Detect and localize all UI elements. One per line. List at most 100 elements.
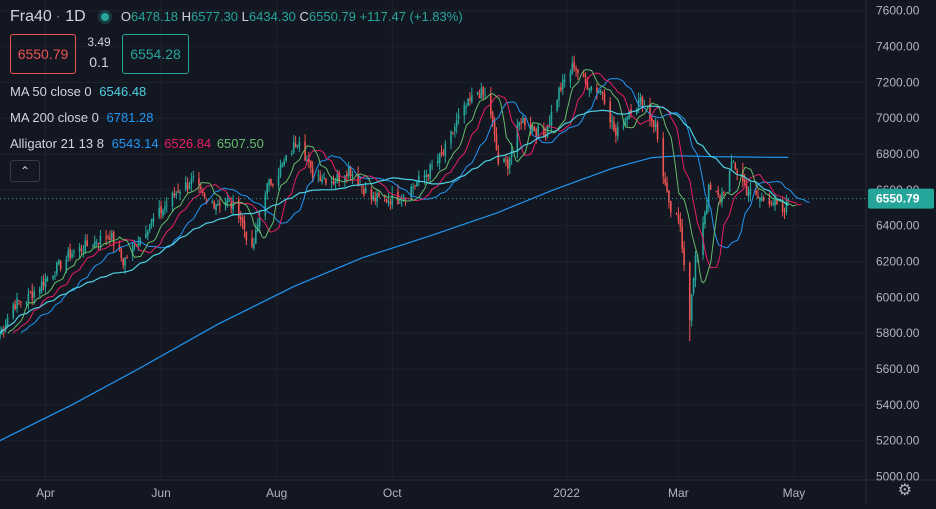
- candle-body: [107, 236, 109, 238]
- candle-body: [431, 165, 433, 167]
- symbol-legend[interactable]: Fra40 · 1D O6478.18 H6577.30 L6434.30 C6…: [10, 8, 463, 25]
- candle-body: [571, 63, 574, 74]
- candle-body: [548, 123, 551, 125]
- y-tick-label: 5200.00: [876, 434, 920, 448]
- ma200-layer: [0, 155, 789, 442]
- candle-body: [683, 248, 685, 266]
- candle-body: [662, 138, 665, 177]
- candle-body: [626, 116, 629, 120]
- candle-body: [507, 159, 509, 169]
- candle-body: [4, 324, 7, 329]
- candle-body: [31, 291, 34, 299]
- candle-body: [308, 158, 310, 162]
- candle-body: [211, 202, 214, 204]
- candle-body: [457, 114, 460, 119]
- symbol-name[interactable]: Fra40: [10, 8, 52, 25]
- candle-body: [476, 92, 479, 94]
- candle-body: [416, 182, 418, 186]
- candle-body: [291, 152, 293, 154]
- candle-body: [643, 103, 646, 105]
- candle-body: [520, 122, 522, 124]
- candle-body: [666, 182, 668, 192]
- candle-body: [347, 166, 350, 177]
- candle-body: [783, 210, 786, 212]
- ma200-legend[interactable]: MA 200 close 0 6781.28: [10, 110, 154, 125]
- candle-body: [84, 240, 87, 253]
- candle-body: [292, 142, 295, 153]
- candle-body: [57, 260, 60, 265]
- candle-body: [438, 153, 441, 163]
- x-tick-label: Mar: [668, 486, 689, 500]
- candle-body: [173, 193, 176, 196]
- candle-body: [253, 244, 255, 249]
- candle-body: [455, 120, 458, 127]
- change-value: +117.47 (+1.83%): [359, 9, 463, 24]
- candle-body: [364, 187, 367, 193]
- candle-body: [65, 258, 68, 271]
- candle-body: [652, 120, 655, 127]
- candle-body: [675, 213, 678, 215]
- candle-body: [258, 217, 261, 227]
- candle-body: [133, 243, 136, 245]
- candle-body: [603, 93, 606, 104]
- candle-body: [781, 203, 784, 212]
- candle-body: [33, 291, 35, 298]
- collapse-legend-button[interactable]: ⌃: [10, 160, 40, 182]
- candle-body: [679, 218, 682, 227]
- candle-body: [59, 260, 62, 269]
- candle-body: [440, 151, 443, 155]
- candle-body: [78, 246, 81, 252]
- candle-body: [332, 180, 335, 185]
- spread-bottom: 0.1: [89, 54, 109, 70]
- candle-body: [268, 179, 270, 186]
- candle-body: [558, 88, 560, 101]
- candle-body: [550, 111, 553, 126]
- candle-body: [27, 293, 30, 303]
- candle-body: [239, 217, 242, 219]
- candle-body: [599, 90, 602, 93]
- candle-body: [370, 188, 373, 200]
- candle-body: [118, 245, 121, 250]
- candle-body: [171, 192, 174, 207]
- candle-body: [590, 86, 593, 91]
- candle-body: [706, 204, 708, 214]
- candle-body: [304, 141, 306, 161]
- candle-body: [111, 233, 113, 239]
- candle-body: [112, 231, 115, 246]
- interval-label[interactable]: 1D: [65, 8, 86, 25]
- candle-body: [491, 112, 494, 123]
- y-tick-label: 7400.00: [876, 40, 920, 54]
- alligator-legend[interactable]: Alligator 21 13 8 6543.14 6526.84 6507.5…: [10, 136, 264, 151]
- candle-body: [264, 194, 267, 216]
- y-tick-label: 7200.00: [876, 75, 920, 89]
- candle-body: [383, 196, 386, 198]
- candle-body: [560, 87, 562, 91]
- candle-body: [158, 207, 160, 217]
- ma50-legend[interactable]: MA 50 close 0 6546.48: [10, 84, 146, 99]
- candle-body: [44, 278, 47, 288]
- candle-body: [556, 100, 558, 111]
- candle-body: [385, 198, 388, 202]
- candle-body: [164, 206, 166, 210]
- candle-body: [495, 134, 498, 151]
- open-value: 6478.18: [131, 9, 179, 24]
- candle-body: [351, 174, 354, 177]
- alligator-jaw-value: 6543.14: [111, 136, 159, 151]
- candle-body: [309, 160, 312, 168]
- candle-body: [177, 191, 179, 193]
- candle-body: [296, 145, 299, 147]
- gear-icon[interactable]: ⚙: [897, 482, 912, 499]
- candle-body: [150, 219, 153, 225]
- buy-price-button[interactable]: 6554.28: [122, 34, 189, 74]
- candle-body: [219, 203, 221, 206]
- sell-price-button[interactable]: 6550.79: [10, 34, 76, 74]
- candle-body: [493, 120, 496, 135]
- alligator-lips-value: 6507.50: [216, 136, 264, 151]
- candle-body: [215, 204, 217, 211]
- candle-body: [20, 301, 22, 303]
- candle-body: [179, 192, 181, 194]
- candle-body: [203, 194, 206, 198]
- candle-body: [531, 126, 534, 132]
